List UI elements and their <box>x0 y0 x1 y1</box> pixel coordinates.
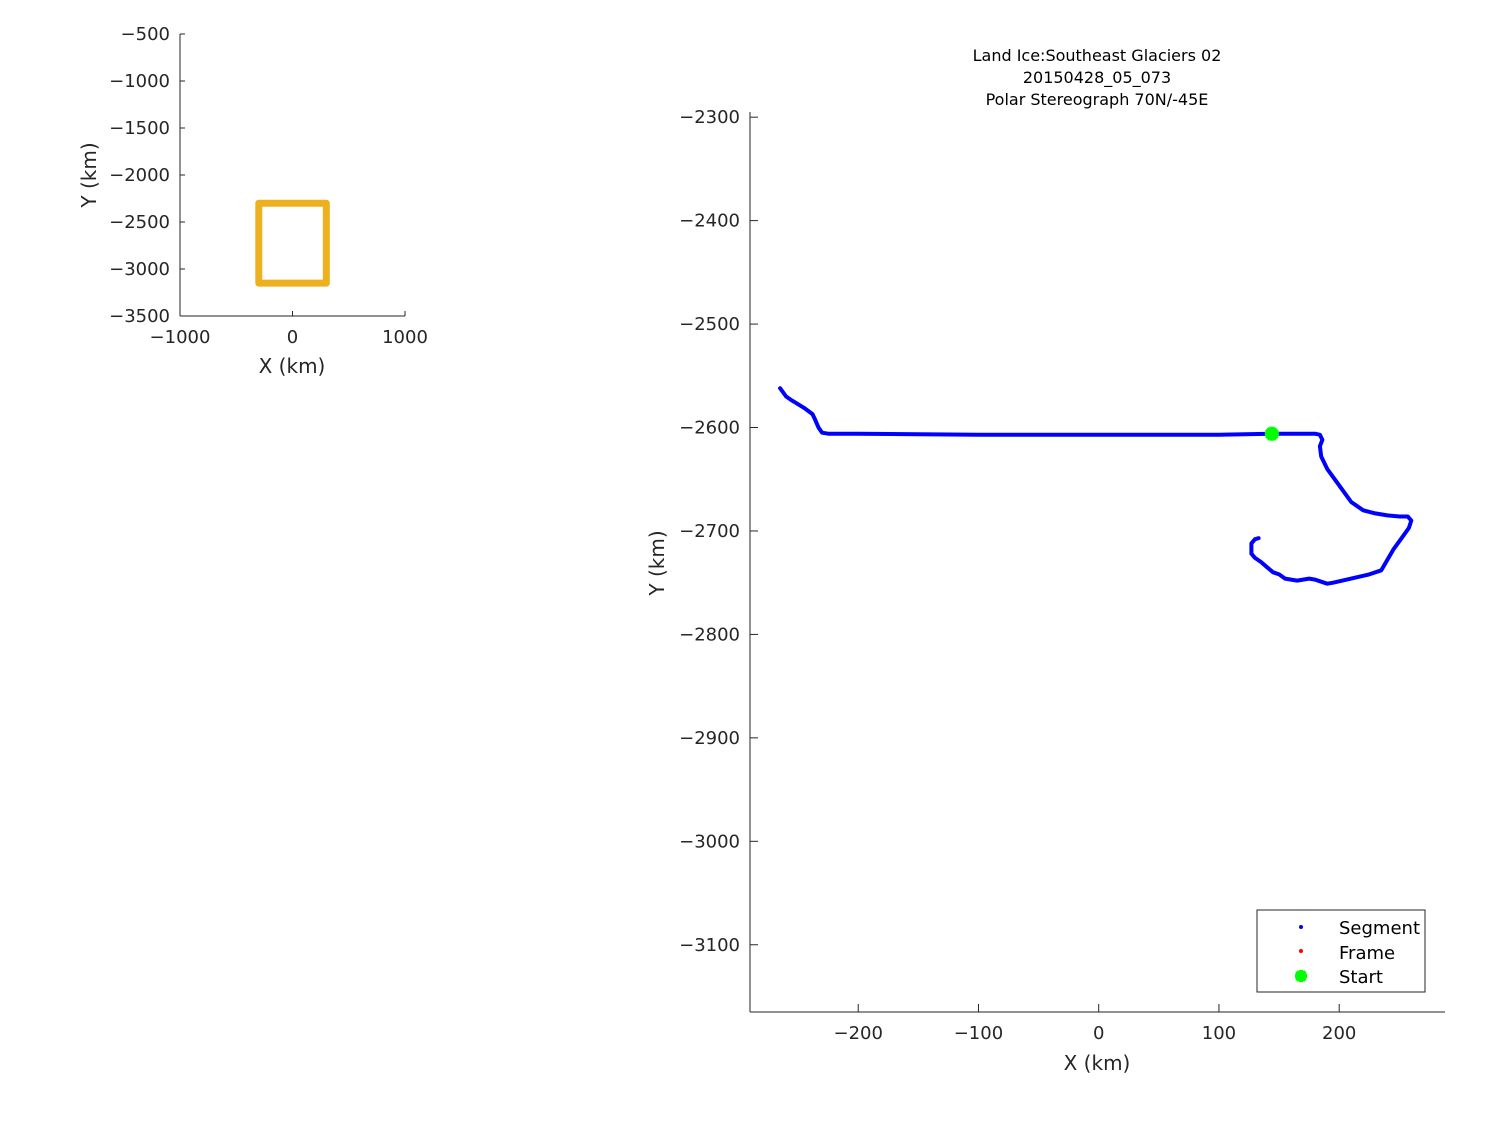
title-line-1: Land Ice:Southeast Glaciers 02 <box>973 46 1222 65</box>
locator-x-axis-label: X (km) <box>259 354 326 378</box>
locator-y-tick-label: −1500 <box>109 118 170 139</box>
locator-y-tick-label: −3500 <box>109 306 170 327</box>
segment-track-line <box>778 386 1414 586</box>
main-y-ticks: −2300 −2400 −2500 −2600 −2700 −2800 −2900 −3000… <box>679 107 758 956</box>
main-x-tick-label: 100 <box>1202 1023 1236 1044</box>
main-y-tick-label: −2600 <box>679 418 740 439</box>
main-y-axis-label: Y (km) <box>645 530 669 596</box>
locator-y-axis-label: Y (km) <box>77 142 101 208</box>
main-series <box>778 386 1414 586</box>
locator-y-tick-label: −2000 <box>109 165 170 186</box>
main-y-tick-label: −2300 <box>679 107 740 128</box>
main-y-tick-label: −3000 <box>679 831 740 852</box>
main-y-tick-label: −2500 <box>679 314 740 335</box>
main-y-tick-label: −2800 <box>679 624 740 645</box>
legend-box <box>1256 909 1426 993</box>
locator-bounding-box <box>255 199 330 287</box>
main-x-tick-label: −100 <box>954 1023 1003 1044</box>
title-line-3: Polar Stereograph 70N/-45E <box>986 90 1209 109</box>
legend-frame-marker <box>1299 949 1303 953</box>
locator-y-tick-label: −3000 <box>109 259 170 280</box>
locator-x-ticks: −1000 0 1000 <box>150 311 428 348</box>
locator-x-tick-label: 0 <box>287 327 298 348</box>
main-y-tick-label: −2900 <box>679 728 740 749</box>
locator-axes: −500 −1000 −1500 −2000 −2500 −3000 −3500 −1000… <box>77 24 428 378</box>
locator-x-tick-label: −1000 <box>150 327 211 348</box>
locator-series <box>255 199 330 287</box>
title-line-2: 20150428_05_073 <box>1023 68 1171 88</box>
locator-y-tick-label: −500 <box>121 24 170 45</box>
main-x-ticks: −200 −100 0 100 200 <box>833 1004 1356 1044</box>
main-y-tick-label: −2700 <box>679 521 740 542</box>
locator-x-tick-label: 1000 <box>382 327 428 348</box>
legend-start-marker <box>1295 970 1307 982</box>
legend: Segment Frame Start <box>1256 909 1426 993</box>
legend-start-label: Start <box>1339 967 1383 988</box>
main-axes: Land Ice:Southeast Glaciers 02 20150428_… <box>645 46 1445 1075</box>
main-x-axis-label: X (km) <box>1064 1051 1131 1075</box>
locator-y-tick-label: −1000 <box>109 71 170 92</box>
main-y-tick-label: −3100 <box>679 935 740 956</box>
locator-y-ticks: −500 −1000 −1500 −2000 −2500 −3000 −3500 <box>109 24 185 327</box>
start-marker <box>1264 426 1279 441</box>
main-x-tick-label: 200 <box>1322 1023 1356 1044</box>
legend-frame-label: Frame <box>1339 943 1395 964</box>
main-y-tick-label: −2400 <box>679 211 740 232</box>
locator-y-tick-label: −2500 <box>109 212 170 233</box>
main-x-tick-label: 0 <box>1093 1023 1104 1044</box>
legend-segment-label: Segment <box>1339 918 1420 939</box>
main-x-tick-label: −200 <box>833 1023 882 1044</box>
legend-segment-marker <box>1299 925 1303 929</box>
